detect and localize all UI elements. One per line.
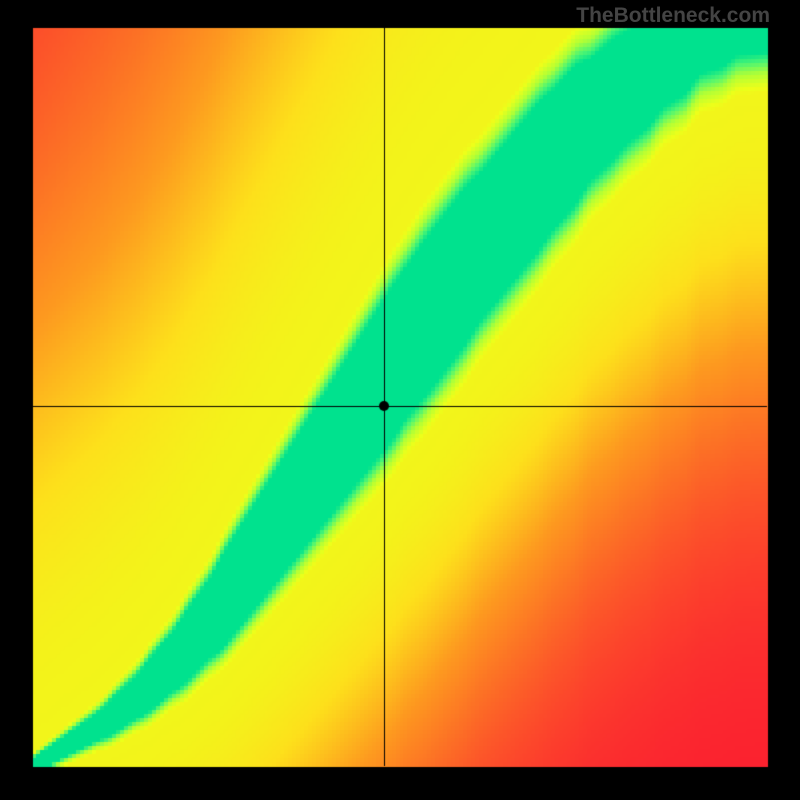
chart-container: TheBottleneck.com bbox=[0, 0, 800, 800]
bottleneck-heatmap bbox=[0, 0, 800, 800]
watermark-text: TheBottleneck.com bbox=[576, 4, 770, 28]
